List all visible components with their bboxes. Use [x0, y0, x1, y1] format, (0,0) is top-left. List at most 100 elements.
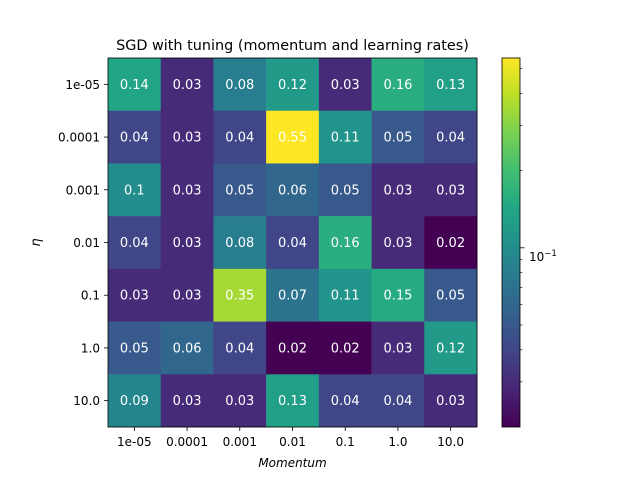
- heatmap-cell: [213, 321, 267, 375]
- heatmap-cell-label: 0.05: [383, 131, 412, 146]
- heatmap-cell: [213, 110, 267, 164]
- colorbar: 10−1: [501, 57, 557, 428]
- heatmap-cell-label: 0.05: [225, 183, 254, 198]
- y-tick-label: 1.0: [81, 341, 100, 355]
- heatmap-cell: [371, 216, 425, 270]
- heatmap-cell: [108, 216, 162, 270]
- x-axis-label: Momentum: [258, 456, 326, 470]
- heatmap-cell: [160, 216, 214, 270]
- y-tick-label: 0.01: [73, 236, 100, 250]
- heatmap-cell: [160, 374, 214, 428]
- heatmap-cell: [266, 268, 320, 322]
- y-tick-label: 0.0001: [58, 131, 100, 145]
- heatmap-cell: [424, 268, 478, 322]
- heatmap-cell-label: 0.03: [173, 394, 202, 409]
- heatmap-cell: [424, 374, 478, 428]
- x-tick-label: 0.1: [336, 435, 355, 449]
- heatmap-cell: [160, 110, 214, 164]
- heatmap-cell-label: 0.08: [225, 236, 254, 251]
- heatmap-cell-label: 0.04: [225, 131, 254, 146]
- heatmap-cell-label: 0.08: [225, 78, 254, 93]
- heatmap-cell: [318, 163, 372, 217]
- heatmap-cell-label: 0.04: [436, 131, 465, 146]
- y-tick-label: 1e-05: [65, 78, 100, 92]
- heatmap-cell: [318, 110, 372, 164]
- colorbar-major-tick-label: 10−1: [529, 249, 557, 264]
- heatmap-cell-label: 0.04: [225, 341, 254, 356]
- heatmap-cell-label: 0.11: [331, 131, 360, 146]
- heatmap-cell-label: 0.12: [436, 341, 465, 356]
- chart-title: SGD with tuning (momentum and learning r…: [116, 38, 469, 54]
- heatmap-cell: [213, 268, 267, 322]
- heatmap-cell: [318, 374, 372, 428]
- heatmap-cell: [318, 321, 372, 375]
- heatmap-cell: [266, 58, 320, 112]
- heatmap-cell: [371, 374, 425, 428]
- heatmap-cell-label: 0.13: [436, 78, 465, 93]
- colorbar-gradient: [501, 57, 521, 428]
- heatmap-cell-label: 0.07: [278, 289, 307, 304]
- x-tick-label: 0.01: [279, 435, 306, 449]
- heatmap-cell-label: 0.05: [436, 289, 465, 304]
- heatmap-cell: [108, 374, 162, 428]
- heatmap-cell-label: 0.14: [120, 78, 149, 93]
- heatmap-cell: [213, 216, 267, 270]
- heatmap-cell: [160, 58, 214, 112]
- heatmap-cell-label: 0.04: [278, 236, 307, 251]
- heatmap-cell: [371, 58, 425, 112]
- x-tick-label: 0.0001: [166, 435, 208, 449]
- heatmap-cell: [160, 163, 214, 217]
- heatmap-cell: [424, 163, 478, 217]
- heatmap-cell-label: 0.15: [383, 289, 412, 304]
- heatmap-cell: [213, 374, 267, 428]
- heatmap-cell-label: 0.03: [173, 78, 202, 93]
- y-tick-label: 0.1: [81, 289, 100, 303]
- heatmap-cell-label: 0.04: [120, 236, 149, 251]
- heatmap-cell: [266, 321, 320, 375]
- heatmap-cell: [371, 321, 425, 375]
- heatmap-cell-label: 0.03: [436, 394, 465, 409]
- heatmap-cell-label: 0.1: [124, 183, 145, 198]
- heatmap-cell-label: 0.03: [173, 289, 202, 304]
- heatmap-cell: [266, 110, 320, 164]
- x-axis-ticks: 1e-05 0.0001 0.001 0.01 0.1 1.0 10.0: [117, 427, 464, 449]
- heatmap-cell-label: 0.03: [225, 394, 254, 409]
- heatmap-cell: [424, 110, 478, 164]
- heatmap-cell-label: 0.03: [383, 341, 412, 356]
- heatmap-cell: [213, 58, 267, 112]
- heatmap-cell-label: 0.12: [278, 78, 307, 93]
- heatmap-cell-label: 0.03: [120, 289, 149, 304]
- heatmap-cell-label: 0.03: [173, 131, 202, 146]
- heatmap-cell-label: 0.04: [331, 394, 360, 409]
- heatmap-cell-label: 0.03: [383, 236, 412, 251]
- heatmap-cell: [424, 321, 478, 375]
- heatmap-cell-label: 0.03: [436, 183, 465, 198]
- heatmap-cell-label: 0.13: [278, 394, 307, 409]
- heatmap-cell: [371, 163, 425, 217]
- heatmap-cell: [266, 374, 320, 428]
- heatmap-cell: [371, 268, 425, 322]
- heatmap-cells: [108, 58, 478, 428]
- x-tick-label: 0.001: [223, 435, 257, 449]
- heatmap-cell: [371, 110, 425, 164]
- heatmap-cell-label: 0.35: [225, 289, 254, 304]
- heatmap-cell-label: 0.11: [331, 289, 360, 304]
- heatmap-cell: [160, 321, 214, 375]
- y-axis-label: η: [29, 238, 44, 246]
- heatmap-cell-label: 0.03: [173, 183, 202, 198]
- heatmap-cell-label: 0.03: [331, 78, 360, 93]
- heatmap-cell-label: 0.03: [383, 183, 412, 198]
- heatmap-cell-label: 0.06: [173, 341, 202, 356]
- heatmap-cell-label: 0.05: [331, 183, 360, 198]
- heatmap-cell-label: 0.03: [173, 236, 202, 251]
- heatmap-cell-label: 0.16: [331, 236, 360, 251]
- heatmap-cell: [318, 268, 372, 322]
- heatmap-cell: [108, 321, 162, 375]
- heatmap-cell-label: 0.04: [120, 131, 149, 146]
- heatmap-cell-label: 0.02: [436, 236, 465, 251]
- heatmap-cell-label: 0.06: [278, 183, 307, 198]
- heatmap-cell: [318, 216, 372, 270]
- x-tick-label: 10.0: [437, 435, 464, 449]
- y-tick-label: 10.0: [73, 394, 100, 408]
- y-axis-ticks: 1e-05 0.0001 0.001 0.01 0.1 1.0 10.0: [58, 78, 108, 408]
